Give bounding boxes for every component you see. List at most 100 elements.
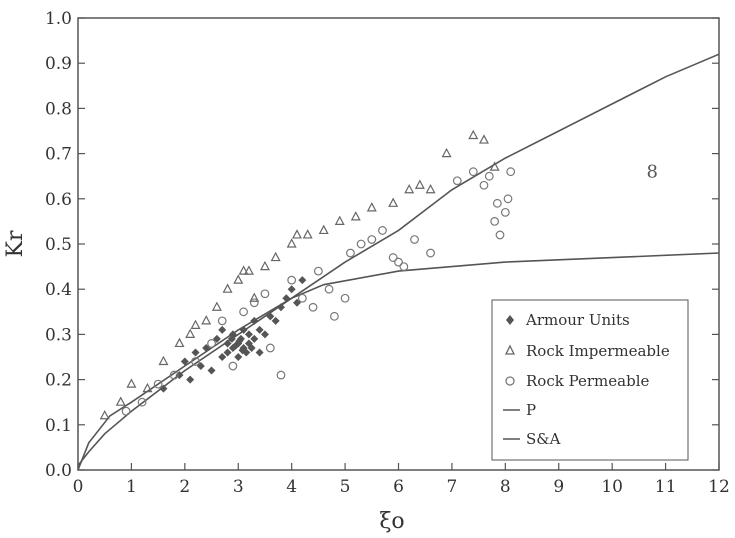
point-armour-units (223, 339, 232, 348)
point-rock-permeable (260, 289, 270, 299)
point-rock-impermeable (468, 129, 479, 140)
point-rock-permeable (492, 198, 502, 208)
point-armour-units (186, 375, 195, 384)
point-rock-permeable (121, 406, 131, 416)
point-rock-permeable (399, 262, 409, 272)
x-tick-label: 2 (179, 477, 190, 497)
point-armour-units (231, 341, 240, 350)
point-rock-permeable (490, 216, 500, 226)
point-rock-permeable (426, 248, 435, 258)
y-axis-title: Kr (3, 230, 28, 257)
annotation-layer: 8 (647, 162, 658, 183)
point-rock-impermeable (174, 337, 185, 348)
y-tick-label: 0.1 (45, 416, 72, 436)
y-tick-label: 0.0 (45, 461, 72, 481)
point-rock-permeable (503, 194, 513, 204)
series-line-p (77, 252, 720, 471)
point-rock-permeable (346, 248, 355, 258)
legend-label-p: P (526, 401, 536, 419)
point-rock-impermeable (318, 224, 329, 235)
x-tick-label: 4 (286, 477, 297, 497)
point-rock-impermeable (185, 328, 196, 338)
point-rock-permeable (324, 284, 334, 294)
point-rock-permeable (137, 397, 147, 407)
point-rock-impermeable (350, 211, 361, 221)
point-rock-permeable (506, 167, 516, 177)
point-rock-permeable (484, 171, 494, 181)
y-tick-label: 0.3 (45, 325, 72, 345)
x-tick-label: 10 (601, 477, 623, 497)
point-armour-units (250, 316, 259, 325)
point-armour-units (255, 325, 264, 334)
point-rock-permeable (287, 275, 297, 285)
point-rock-permeable (367, 235, 377, 244)
point-armour-units (260, 330, 269, 339)
point-rock-impermeable (222, 283, 233, 293)
point-armour-units (255, 348, 264, 357)
x-axis-title: ξo (379, 509, 404, 534)
point-armour-units (238, 346, 247, 355)
y-tick-label: 0.7 (45, 145, 72, 165)
point-armour-units (266, 312, 275, 321)
legend-label-sa: S&A (526, 430, 561, 448)
point-armour-units (271, 316, 280, 325)
annotation-label: 8 (647, 162, 658, 183)
y-tick-label: 0.9 (45, 54, 72, 74)
y-tick-label: 1.0 (45, 9, 72, 29)
point-rock-impermeable (249, 292, 260, 302)
point-rock-impermeable (388, 197, 399, 207)
point-armour-units (287, 285, 296, 294)
y-tick-label: 0.8 (45, 99, 72, 119)
series-line-s-a (77, 53, 720, 466)
point-rock-impermeable (334, 215, 345, 225)
point-rock-permeable (191, 357, 200, 366)
point-armour-units (227, 334, 236, 343)
x-tick-label: 3 (233, 477, 244, 497)
point-rock-permeable (228, 361, 238, 371)
y-tick-label: 0.5 (45, 235, 72, 255)
y-tick-label: 0.2 (45, 371, 72, 391)
point-armour-units (159, 384, 168, 393)
point-rock-impermeable (286, 238, 297, 248)
x-tick-label: 9 (553, 477, 564, 497)
point-rock-permeable (468, 167, 478, 177)
point-armour-units (207, 366, 216, 375)
point-rock-impermeable (126, 378, 137, 388)
point-rock-permeable (479, 180, 489, 190)
point-armour-units (202, 343, 211, 352)
legend-rock-permeable-circle-icon (505, 376, 515, 386)
point-rock-permeable (500, 207, 510, 217)
point-rock-impermeable (238, 265, 249, 275)
x-tick-label: 5 (340, 477, 351, 497)
point-armour-units (223, 348, 232, 357)
point-armour-units (218, 325, 227, 334)
point-rock-permeable (388, 253, 398, 262)
x-tick-label: 12 (708, 477, 730, 497)
point-armour-units (282, 294, 291, 303)
legend-label-rock-permeable: Rock Permeable (526, 372, 649, 390)
point-rock-permeable (239, 307, 248, 317)
legend-label-armour-units: Armour Units (525, 311, 630, 329)
point-rock-impermeable (292, 229, 303, 239)
point-rock-permeable (308, 302, 318, 312)
legend-rock-impermeable-triangle-icon (504, 344, 516, 355)
point-rock-permeable (410, 235, 419, 244)
point-rock-permeable (340, 293, 350, 303)
point-rock-permeable (207, 339, 216, 348)
point-rock-permeable (313, 266, 323, 276)
point-rock-permeable (153, 379, 163, 389)
point-armour-units (180, 357, 189, 366)
point-rock-permeable (495, 230, 505, 240)
legend: Armour Units Rock Impermeable Rock Perme… (491, 299, 689, 461)
point-rock-impermeable (142, 382, 153, 393)
point-rock-impermeable (270, 251, 281, 262)
point-rock-impermeable (489, 161, 500, 171)
point-rock-impermeable (201, 315, 212, 325)
point-rock-permeable (330, 311, 339, 321)
point-rock-impermeable (425, 183, 436, 194)
point-armour-units (191, 348, 200, 357)
point-rock-permeable (356, 239, 366, 249)
point-rock-permeable (249, 298, 259, 308)
point-rock-impermeable (158, 355, 169, 366)
